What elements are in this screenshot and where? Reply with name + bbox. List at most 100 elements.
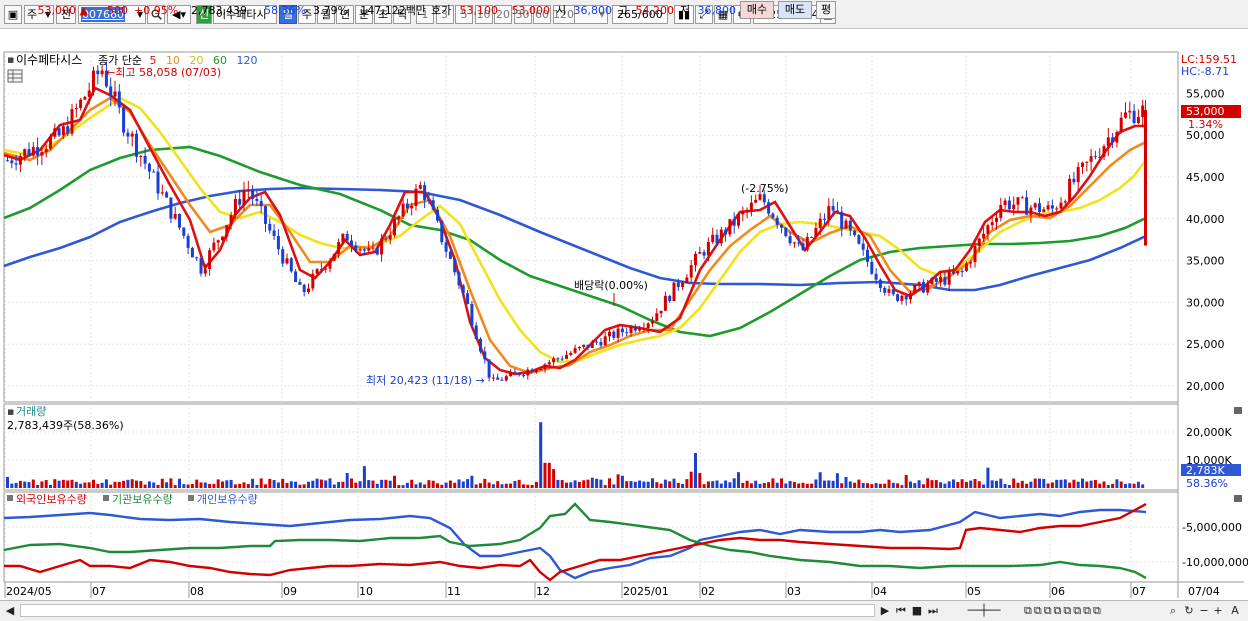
candle [509, 369, 513, 377]
ma-legend-60: 60 [213, 54, 227, 67]
avg-button[interactable]: 평 [816, 1, 836, 19]
volume-bar [784, 483, 788, 488]
sound-icon[interactable]: ◀▾ [167, 5, 191, 24]
volume-bar [448, 480, 452, 488]
stock-title: 이수페타시스 [16, 53, 82, 67]
candle [573, 344, 577, 354]
close-icon[interactable] [1234, 407, 1242, 414]
period-tab-4[interactable]: 분 [355, 5, 373, 24]
period-tab-0[interactable]: 일 [279, 5, 297, 24]
sell-button[interactable]: 매도 [778, 1, 812, 19]
buy-button[interactable]: 매수 [740, 1, 774, 19]
close-icon[interactable] [1234, 495, 1242, 502]
volume-bar [543, 462, 547, 488]
stock-code-input[interactable]: 007660 [81, 7, 125, 22]
last-page-icon[interactable]: ⏭ [928, 604, 938, 617]
stock-code-select[interactable]: 007660 ▼ [78, 5, 146, 24]
reset-icon[interactable]: ↻ [1184, 604, 1194, 617]
candle [612, 329, 616, 340]
interval-button-1[interactable]: 3 [435, 5, 454, 24]
scroll-right-icon[interactable]: ▶ [880, 604, 890, 617]
candle [556, 357, 560, 363]
candle [590, 339, 594, 349]
period-tab-2[interactable]: 월 [317, 5, 335, 24]
volume-bar [719, 483, 723, 488]
candle [1136, 109, 1140, 125]
lc-label: LC:159.51 [1181, 53, 1237, 66]
volume-bar [792, 481, 796, 488]
prev-button[interactable]: 전 [56, 5, 76, 24]
view-tools-icons[interactable]: ⧉⧉⧉⧉⧉⧉⧉⧉ [1024, 604, 1103, 617]
new-badge[interactable]: 신 [196, 5, 212, 24]
interval-button-2[interactable]: 5 [455, 5, 473, 24]
candle [552, 356, 556, 366]
volume-bar [767, 482, 771, 488]
draw-tool-icon[interactable]: ⤢ [695, 5, 713, 24]
volume-bar [328, 478, 332, 488]
stock-name-field[interactable]: 이수페타시 [213, 5, 277, 24]
interval-button-7[interactable]: 120 [552, 5, 575, 24]
period-type-select[interactable]: 주 ▼ [24, 5, 54, 24]
font-size-icon[interactable]: A [1231, 604, 1239, 617]
volume-bar [18, 480, 22, 488]
search-icon[interactable] [147, 5, 165, 24]
volume-bar [896, 483, 900, 488]
interval-button-4[interactable]: 20 [494, 5, 512, 24]
volume-bar [160, 478, 164, 488]
count-field[interactable]: 265/600 [612, 5, 668, 24]
volume-bar [302, 484, 306, 488]
zoom-in-icon[interactable]: + [1213, 604, 1223, 617]
candle [616, 324, 620, 343]
candle [1012, 196, 1016, 216]
volume-bar [702, 484, 706, 488]
extra-select[interactable]: ▼ [574, 5, 608, 24]
volume-bar [762, 482, 766, 488]
volume-bar [577, 481, 581, 488]
date-tick-13: 07 [1132, 585, 1146, 598]
volume-bar [156, 484, 160, 488]
grid-icon[interactable]: ▦ [714, 5, 732, 24]
interval-button-6[interactable]: 60 [533, 5, 551, 24]
first-page-icon[interactable]: ⏮ [896, 604, 906, 617]
volume-bar [1085, 481, 1089, 488]
scroll-track[interactable] [20, 604, 875, 617]
period-tab-6[interactable]: 틱 [393, 5, 411, 24]
volume-bar [272, 480, 276, 488]
zoom-out-icon[interactable]: − [1199, 604, 1209, 617]
volume-bar [341, 481, 345, 488]
table-toggle-icon[interactable] [7, 69, 23, 83]
period-tab-3[interactable]: 년 [336, 5, 354, 24]
candle [1098, 148, 1102, 160]
period-tab-1[interactable]: 주 [298, 5, 316, 24]
volume-bar [663, 479, 667, 488]
interval-button-5[interactable]: 30 [513, 5, 532, 24]
volume-bar [771, 478, 775, 488]
chart-type-icon[interactable]: ▮▮ [674, 5, 694, 24]
stop-icon[interactable]: ■ [911, 604, 923, 617]
interval-button-3[interactable]: 10 [474, 5, 493, 24]
volume-bar [1063, 479, 1067, 488]
search-icon[interactable]: ⌕ [1169, 604, 1177, 617]
volume-bar [358, 481, 362, 488]
volume-bar [104, 479, 108, 488]
zoom-slider[interactable]: ──┼── [967, 604, 1001, 617]
volume-bar [444, 482, 448, 488]
candle [1106, 127, 1110, 157]
volume-bar [242, 482, 246, 488]
volume-bar [706, 481, 710, 488]
volume-bar [758, 483, 762, 488]
scroll-left-icon[interactable]: ◀ [5, 604, 15, 617]
volume-bar [496, 481, 500, 488]
volume-bars [6, 422, 1145, 488]
period-tab-5[interactable]: 초 [374, 5, 392, 24]
stock-chart[interactable]: ▪ 이수페타시스 종가 단순 5 10 20 60 120 ←최고 58,058… [0, 50, 1248, 600]
current-pct-label: 1.34% [1188, 118, 1223, 131]
date-tick-11: 05 [967, 585, 981, 598]
window-menu-icon[interactable]: ▣ [4, 5, 22, 24]
period-type-value: 주 [27, 8, 38, 21]
volume-bar [874, 483, 878, 488]
interval-button-0[interactable]: 1 [416, 5, 434, 24]
candle [341, 233, 345, 246]
candle [999, 197, 1003, 222]
panel-menu-icon[interactable]: ▪ [7, 53, 14, 66]
